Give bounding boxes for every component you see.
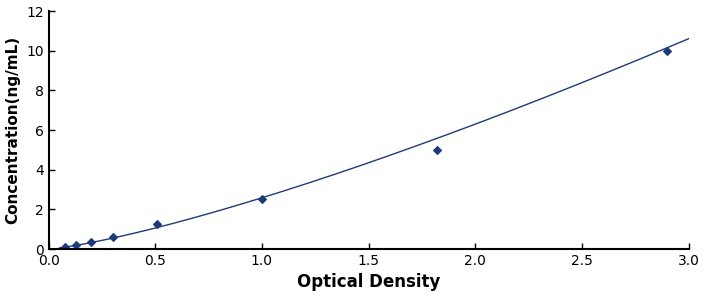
X-axis label: Optical Density: Optical Density [297,274,440,291]
Y-axis label: Concentration(ng/mL): Concentration(ng/mL) [6,36,20,224]
